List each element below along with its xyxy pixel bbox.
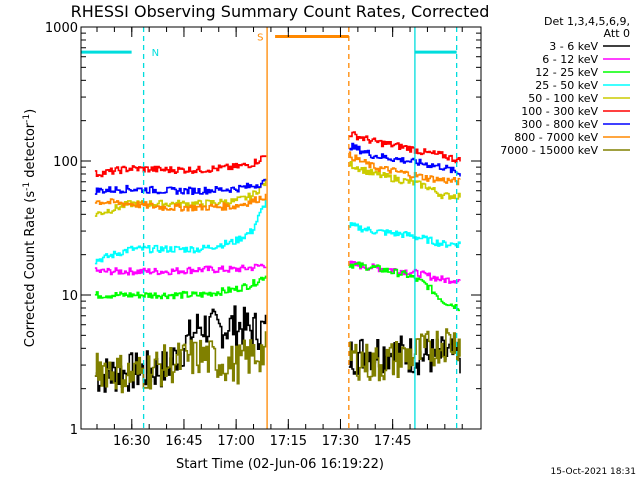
- series-line-7-part-2: [348, 142, 461, 177]
- series-line-6-part-2: [348, 131, 461, 164]
- y-tick-label-3: 100: [53, 155, 78, 170]
- plot-frame: [80, 26, 482, 430]
- plot-area: NS: [81, 27, 461, 429]
- y-tick-label-4: 1000: [45, 21, 78, 36]
- legend-label-9: 7000 - 15000 keV: [500, 144, 598, 157]
- y-axis-label-main: Corrected Count Rate (s: [23, 191, 38, 348]
- x-tick-label-4: 17:15: [270, 434, 307, 449]
- series-line-5-part-2: [348, 161, 461, 200]
- y-axis-label-end: ): [23, 109, 38, 114]
- marker-label-n: N: [152, 48, 159, 59]
- y-axis-label-sup1: -1: [22, 182, 32, 191]
- legend-label-8: 800 - 7000 keV: [514, 131, 598, 144]
- chart-title: RHESSI Observing Summary Count Rates, Co…: [71, 2, 490, 21]
- x-axis-label: Start Time (02-Jun-06 16:19:22): [176, 457, 384, 472]
- series-line-3-part-2: [348, 261, 460, 312]
- timestamp: 15-Oct-2021 18:31: [551, 467, 636, 477]
- x-tick-label-2: 16:45: [165, 434, 202, 449]
- legend-label-1: 3 - 6 keV: [549, 40, 598, 53]
- series-line-7-part-1: [94, 178, 267, 195]
- y-axis-label-mid: detector: [23, 122, 38, 182]
- marker-label-s: S: [257, 32, 263, 43]
- series-line-9-part-1: [94, 331, 267, 394]
- y-axis-label-sup2: -1: [22, 114, 32, 123]
- y-tick-label-2: 10: [61, 289, 78, 304]
- x-tick-label-5: 17:30: [322, 434, 359, 449]
- legend-label-4: 25 - 50 keV: [535, 79, 598, 92]
- legend-label-7: 300 - 800 keV: [521, 118, 598, 131]
- legend-label-6: 100 - 300 keV: [521, 105, 598, 118]
- series-line-4-part-2: [348, 222, 461, 248]
- series-line-8-part-1: [94, 193, 267, 212]
- series-line-8-part-2: [348, 151, 461, 186]
- y-axis-label: Corrected Count Rate (s-1 detector-1): [22, 109, 38, 347]
- legend-header-line-1: Det 1,3,4,5,6,9,: [544, 15, 630, 28]
- series-line-3-part-1: [94, 275, 267, 300]
- legend-label-5: 50 - 100 keV: [528, 92, 598, 105]
- legend-header-line-2: Att 0: [604, 27, 630, 40]
- x-tick-label-3: 17:00: [217, 434, 254, 449]
- legend-label-2: 6 - 12 keV: [542, 53, 598, 66]
- series-line-4-part-1: [94, 199, 267, 265]
- series-line-9-part-2: [348, 328, 461, 382]
- series-line-6-part-1: [94, 155, 267, 178]
- axis-ticks: 1 10 100 1000 16:30 16:45 17:00 17:15 17:30 17:45: [45, 21, 481, 449]
- legend-label-3: 12 - 25 keV: [535, 66, 598, 79]
- y-tick-label-1: 1: [70, 423, 78, 438]
- series-line-2-part-1: [94, 263, 267, 276]
- x-tick-label-1: 16:30: [113, 434, 150, 449]
- x-tick-label-6: 17:45: [374, 434, 411, 449]
